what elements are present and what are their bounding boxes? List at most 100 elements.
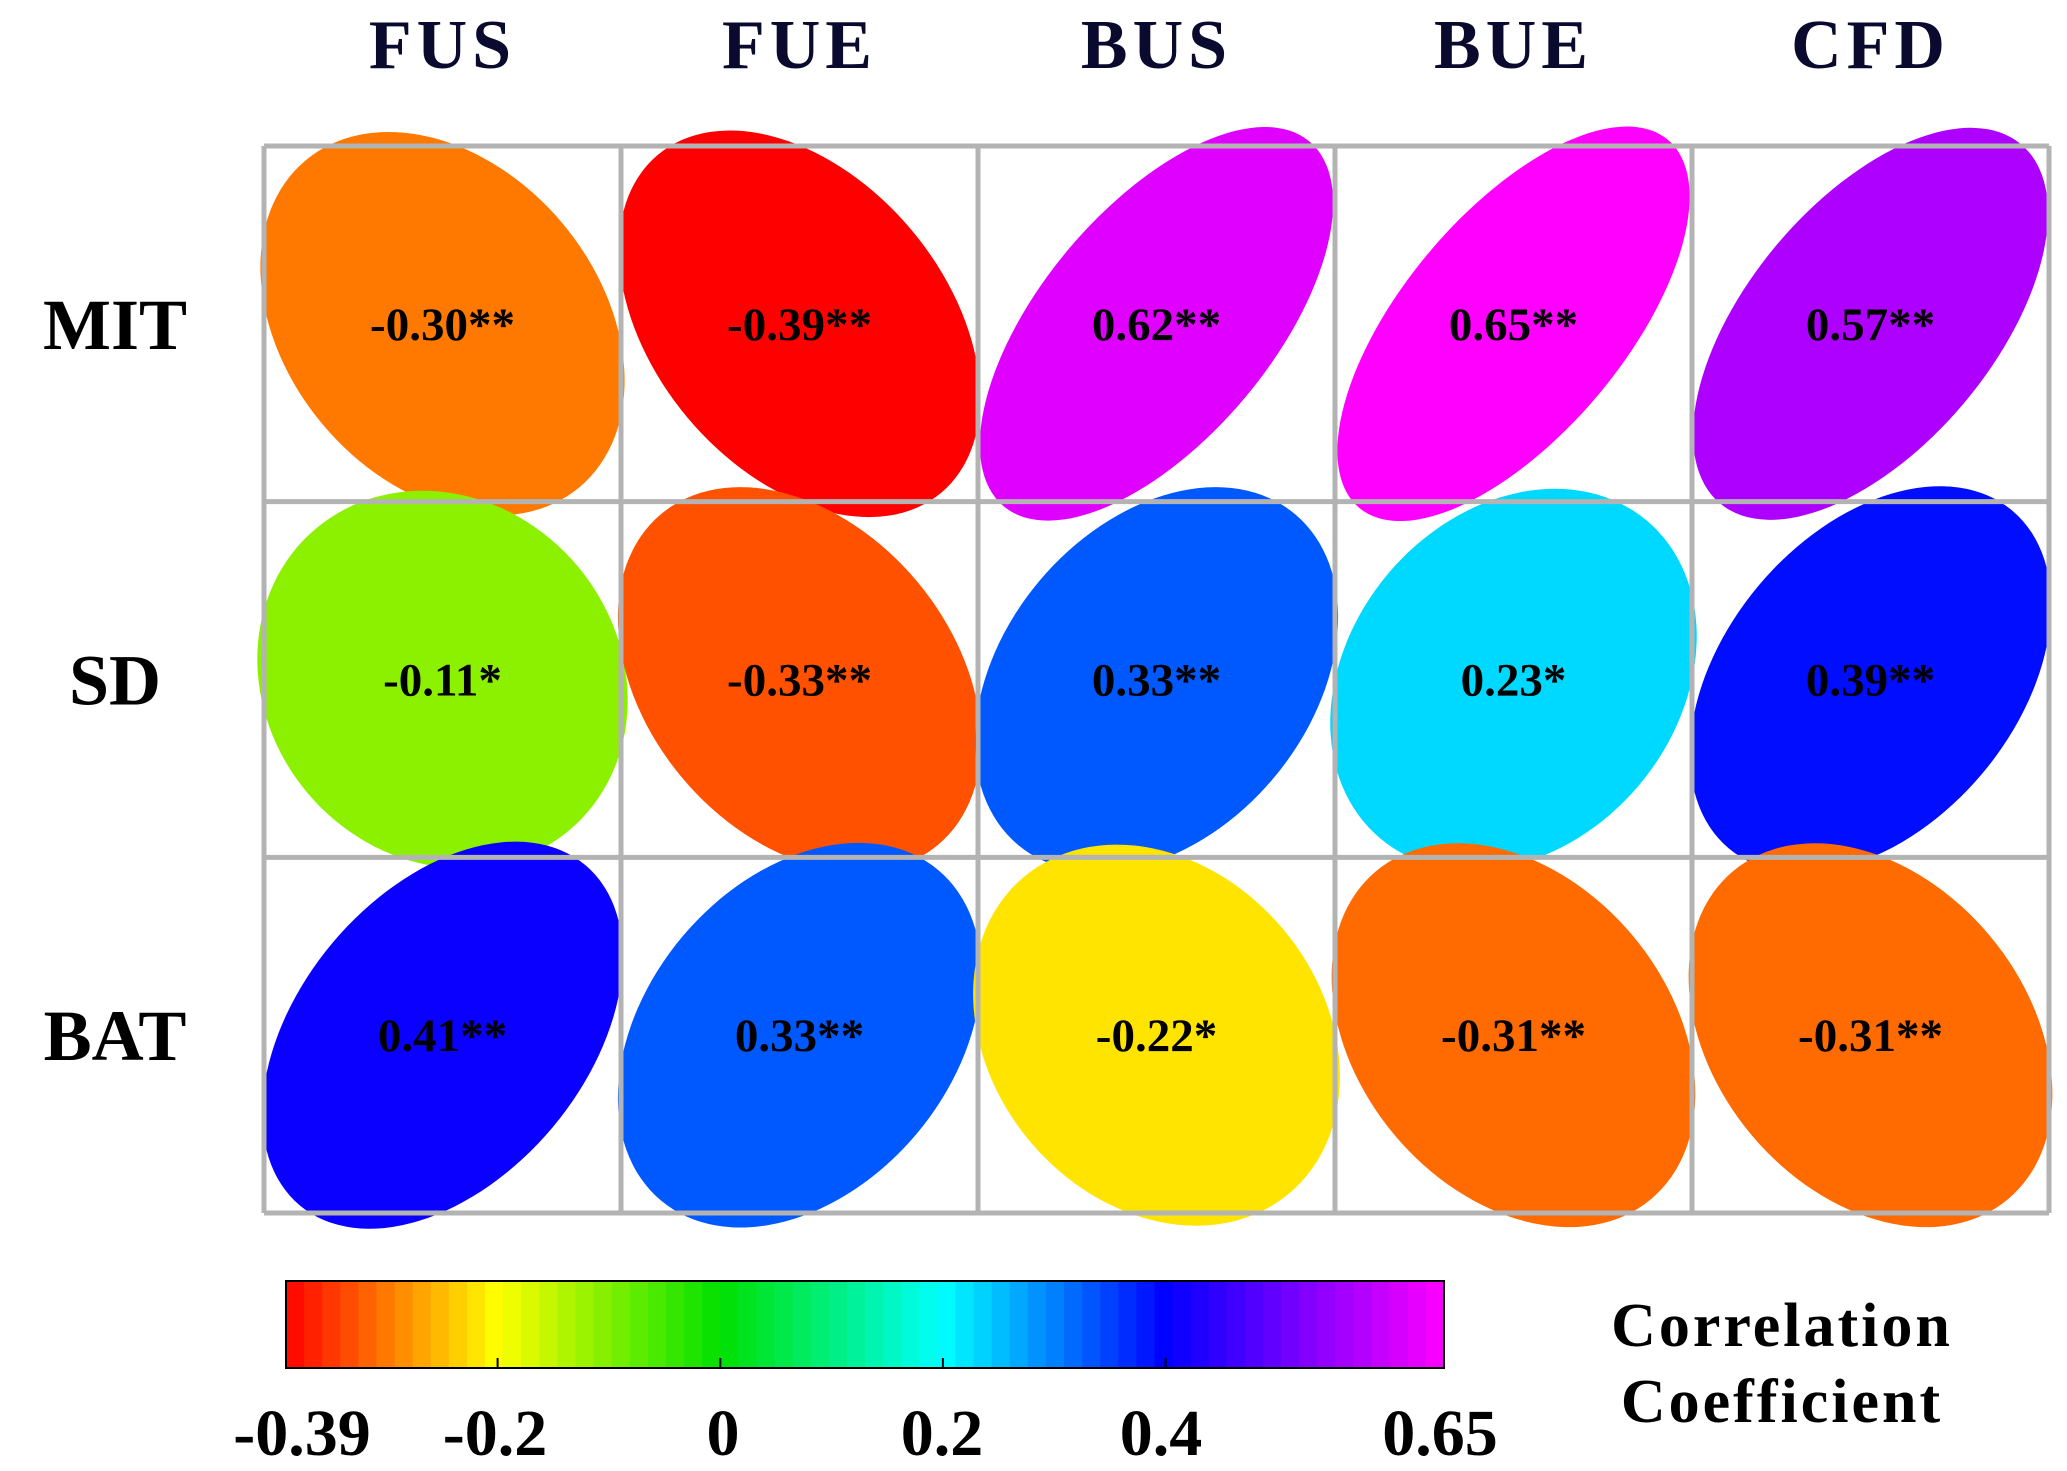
colorbar-segment <box>485 1281 504 1368</box>
colorbar-segment <box>1064 1281 1083 1368</box>
colorbar-segment <box>720 1281 739 1368</box>
column-header-fus: FUS <box>369 7 516 84</box>
ellipse-sd-fus <box>257 490 628 869</box>
colorbar-segment <box>430 1281 450 1368</box>
colorbar-segment <box>647 1281 667 1368</box>
colorbar: -0.39 -0.2 0 0.2 0.4 0.65 <box>233 1280 1498 1470</box>
colorbar-segment <box>394 1281 414 1368</box>
colorbar-segment <box>466 1281 486 1368</box>
colorbar-segment <box>774 1281 794 1368</box>
colorbar-segment <box>1045 1281 1065 1368</box>
cell-value-bat-bus: -0.22* <box>1096 1010 1217 1062</box>
column-headers: FUS FUE BUS BUE CFD <box>369 7 1950 84</box>
colorbar-segment <box>865 1281 884 1368</box>
grid-lines <box>261 143 2052 1216</box>
colorbar-title-line-2: Coefficient <box>1621 1368 1943 1436</box>
colorbar-segment <box>702 1281 721 1368</box>
colorbar-segment <box>286 1281 305 1368</box>
colorbar-title-line-1: Correlation <box>1611 1292 1953 1360</box>
colorbar-segment <box>937 1281 957 1368</box>
colorbar-segment <box>539 1281 558 1368</box>
colorbar-segment <box>629 1281 649 1368</box>
cell-value-bat-cfd: -0.31** <box>1798 1010 1943 1062</box>
colorbar-segment <box>973 1281 993 1368</box>
colorbar-segment <box>1136 1281 1156 1368</box>
colorbar-segment <box>684 1281 703 1368</box>
ellipse-mit-fue <box>618 130 981 518</box>
colorbar-segment <box>304 1281 323 1368</box>
colorbar-segment <box>1226 1281 1246 1368</box>
colorbar-segment <box>521 1281 540 1368</box>
colorbar-tick-label: 0.4 <box>1120 1397 1203 1470</box>
colorbar-segment <box>1154 1281 1174 1368</box>
row-header-bat: BAT <box>44 996 187 1076</box>
colorbar-segment <box>1281 1281 1300 1368</box>
colorbar-segment <box>611 1281 631 1368</box>
row-header-sd: SD <box>69 641 161 721</box>
colorbar-segment <box>412 1281 432 1368</box>
cell-value-mit-bus: 0.62** <box>1092 299 1221 351</box>
colorbar-segment <box>1389 1281 1409 1368</box>
colorbar-tick-label: 0.65 <box>1382 1397 1498 1470</box>
colorbar-tick-label: -0.2 <box>443 1397 547 1470</box>
ellipse-bat-cfd <box>1688 843 2053 1228</box>
ellipse-bat-bue <box>1331 843 1696 1228</box>
row-header-mit: MIT <box>43 285 187 365</box>
colorbar-segment <box>1118 1281 1137 1368</box>
colorbar-segment <box>1100 1281 1119 1368</box>
cell-value-sd-cfd: 0.39** <box>1806 655 1935 707</box>
colorbar-segment <box>1027 1281 1047 1368</box>
colorbar-segment <box>593 1281 613 1368</box>
colorbar-segment <box>1425 1281 1445 1368</box>
ellipse-bat-fue <box>617 842 982 1228</box>
colorbar-segment <box>575 1281 595 1368</box>
colorbar-segment <box>810 1281 830 1368</box>
colorbar-title: Correlation Coefficient <box>1611 1292 1953 1436</box>
cell-value-sd-fue: -0.33** <box>727 655 872 707</box>
colorbar-segment <box>1335 1281 1355 1368</box>
colorbar-segment <box>376 1281 396 1368</box>
column-header-fue: FUE <box>722 7 877 84</box>
cell-value-bat-bue: -0.31** <box>1441 1010 1586 1062</box>
cell-value-mit-fus: -0.30** <box>370 299 515 351</box>
colorbar-segment <box>1371 1281 1391 1368</box>
colorbar-segment <box>1317 1281 1337 1368</box>
colorbar-segment <box>756 1281 776 1368</box>
colorbar-segment <box>557 1281 577 1368</box>
ellipse-sd-bue <box>1330 488 1697 871</box>
colorbar-frame <box>285 1280 1445 1369</box>
colorbar-segment <box>340 1281 359 1368</box>
colorbar-segment <box>1190 1281 1210 1368</box>
ellipse-bat-fus <box>262 841 623 1229</box>
row-headers: MIT SD BAT <box>43 285 187 1076</box>
colorbar-segment <box>919 1281 938 1368</box>
colorbar-segment <box>828 1281 848 1368</box>
ellipse-layer <box>257 126 2053 1229</box>
colorbar-segment <box>991 1281 1011 1368</box>
colorbar-tick-label: 0 <box>707 1397 740 1470</box>
colorbar-segment <box>1353 1281 1373 1368</box>
ellipse-bat-bus <box>973 844 1340 1226</box>
ellipse-sd-fue <box>617 487 982 872</box>
ellipse-mit-bue <box>1337 126 1690 522</box>
colorbar-segment <box>901 1281 920 1368</box>
cell-value-bat-fus: 0.41** <box>378 1010 507 1062</box>
ellipse-sd-bus <box>974 487 1339 872</box>
ellipse-mit-fus <box>260 131 625 516</box>
colorbar-segment <box>1082 1281 1101 1368</box>
colorbar-segment <box>846 1281 866 1368</box>
colorbar-segment <box>322 1281 341 1368</box>
cell-value-labels: -0.30** -0.39** 0.62** 0.65** 0.57** -0.11* -0… <box>370 299 1943 1062</box>
ellipse-mit-bus <box>979 126 1334 521</box>
colorbar-segment <box>955 1281 975 1368</box>
column-header-cfd: CFD <box>1791 7 1950 84</box>
colorbar-segment <box>792 1281 812 1368</box>
colorbar-segment <box>1299 1281 1318 1368</box>
colorbar-segment <box>448 1281 468 1368</box>
ellipse-mit-cfd <box>1693 127 2048 520</box>
cell-value-mit-fue: -0.39** <box>727 299 872 351</box>
column-header-bue: BUE <box>1434 7 1593 84</box>
cell-value-sd-bus: 0.33** <box>1092 655 1221 707</box>
colorbar-segment <box>1009 1281 1029 1368</box>
